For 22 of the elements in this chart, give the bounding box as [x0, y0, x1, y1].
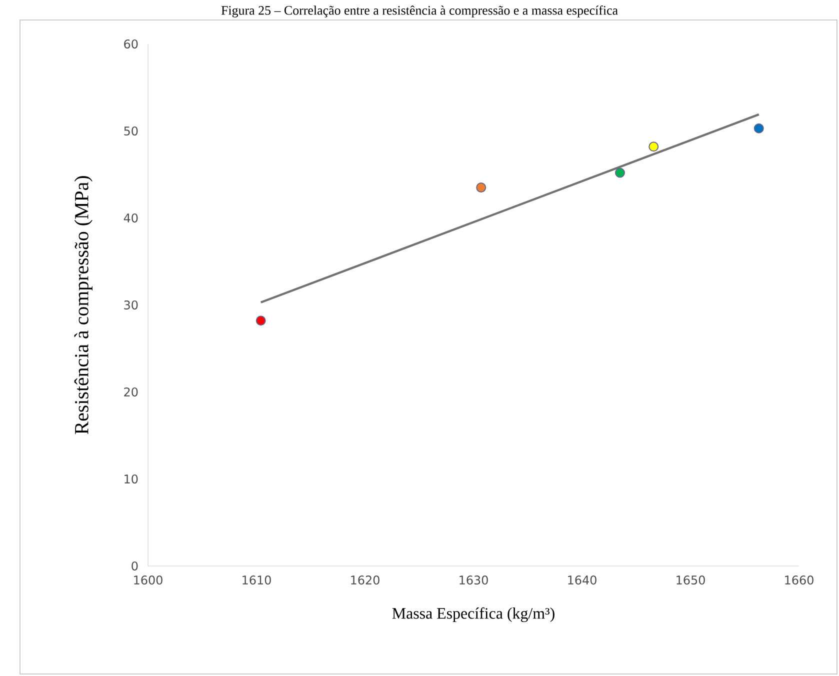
- point: [754, 123, 764, 134]
- y-axis-title: Resistência à compressão (MPa): [74, 176, 92, 434]
- y-tick-label: 10: [124, 474, 138, 484]
- y-tick-label: 60: [124, 39, 138, 49]
- point: [614, 168, 625, 178]
- x-tick-label: 1610: [242, 576, 271, 585]
- y-tick-label: 0: [132, 561, 138, 571]
- x-tick-label: 1660: [785, 576, 814, 585]
- x-tick-label: 1640: [568, 576, 596, 585]
- x-tick-label: 1650: [676, 576, 705, 585]
- point: [256, 316, 266, 326]
- x-tick-label: 1620: [351, 576, 380, 585]
- y-tick-label: 30: [124, 300, 138, 310]
- y-tick-label: 20: [124, 387, 138, 397]
- x-tick-label: 1630: [460, 576, 488, 585]
- y-tick-label: 50: [124, 126, 138, 136]
- point: [648, 142, 659, 152]
- point: [476, 182, 486, 193]
- x-axis-title: Massa Específica (kg/m³): [392, 607, 554, 622]
- y-tick-label: 40: [124, 213, 138, 223]
- chart-title: Figura 25 – Correlação entre a resistência à compressão e a massa específica: [221, 6, 618, 18]
- x-tick-label: 1600: [134, 576, 162, 585]
